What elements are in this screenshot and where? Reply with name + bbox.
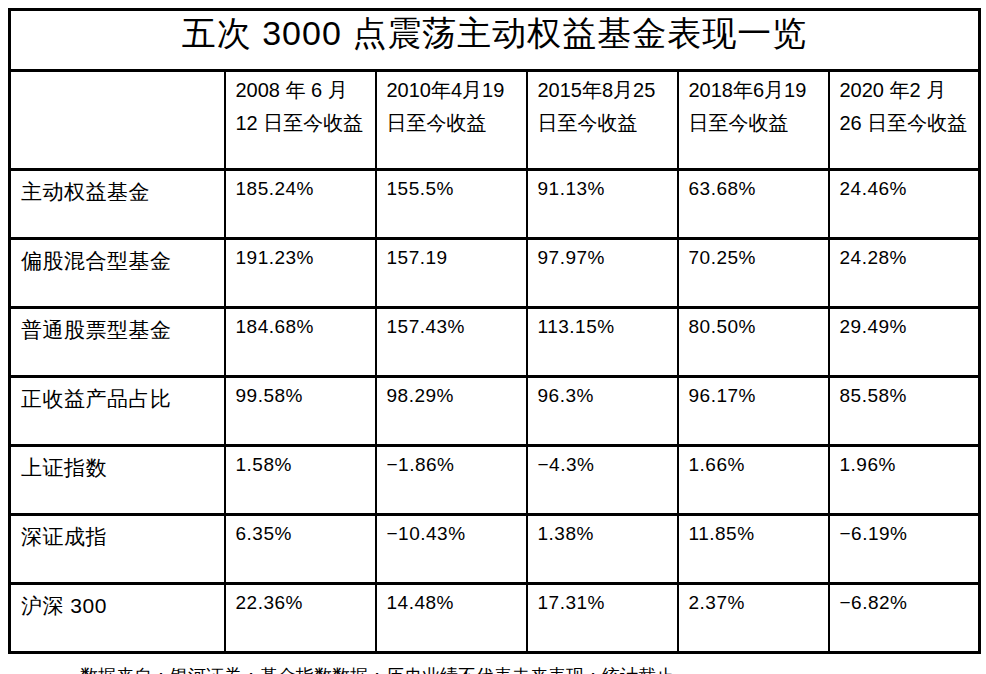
value-cell: 85.58% bbox=[829, 377, 980, 446]
table-row-active-equity: 主动权益基金 185.24% 155.5% 91.13% 63.68% 24.4… bbox=[10, 170, 980, 239]
value-cell: 1.58% bbox=[225, 446, 376, 515]
column-header-2018: 2018年6月19 日至今收益 bbox=[678, 71, 829, 170]
row-label: 偏股混合型基金 bbox=[10, 239, 225, 308]
value-cell: 17.31% bbox=[527, 584, 678, 653]
row-label: 上证指数 bbox=[10, 446, 225, 515]
row-label: 普通股票型基金 bbox=[10, 308, 225, 377]
fund-performance-table: 五次 3000 点震荡主动权益基金表现一览 2008 年 6 月 12 日至今收… bbox=[8, 8, 981, 654]
value-cell: 1.38% bbox=[527, 515, 678, 584]
column-header-2015: 2015年8月25 日至今收益 bbox=[527, 71, 678, 170]
value-cell: 1.96% bbox=[829, 446, 980, 515]
value-cell: 22.36% bbox=[225, 584, 376, 653]
value-cell: 6.35% bbox=[225, 515, 376, 584]
corner-cell bbox=[10, 71, 225, 170]
table-row-common-stock-fund: 普通股票型基金 184.68% 157.43% 113.15% 80.50% 2… bbox=[10, 308, 980, 377]
value-cell: 11.85% bbox=[678, 515, 829, 584]
table-title: 五次 3000 点震荡主动权益基金表现一览 bbox=[10, 10, 980, 71]
table-row-sse-index: 上证指数 1.58% −1.86% −4.3% 1.66% 1.96% bbox=[10, 446, 980, 515]
value-cell: 155.5% bbox=[376, 170, 527, 239]
row-label: 正收益产品占比 bbox=[10, 377, 225, 446]
value-cell: 63.68% bbox=[678, 170, 829, 239]
value-cell: 70.25% bbox=[678, 239, 829, 308]
source-caption: 数据来自：银河证券；基金指数数据；历史业绩不代表未来表现；统计截止 bbox=[80, 665, 960, 674]
value-cell: 185.24% bbox=[225, 170, 376, 239]
value-cell: 157.43% bbox=[376, 308, 527, 377]
row-label: 沪深 300 bbox=[10, 584, 225, 653]
value-cell: 191.23% bbox=[225, 239, 376, 308]
column-header-2010: 2010年4月19日至今收益 bbox=[376, 71, 527, 170]
row-label: 深证成指 bbox=[10, 515, 225, 584]
value-cell: −10.43% bbox=[376, 515, 527, 584]
value-cell: −1.86% bbox=[376, 446, 527, 515]
value-cell: −4.3% bbox=[527, 446, 678, 515]
value-cell: 24.46% bbox=[829, 170, 980, 239]
value-cell: 98.29% bbox=[376, 377, 527, 446]
value-cell: 14.48% bbox=[376, 584, 527, 653]
table-row-positive-return-ratio: 正收益产品占比 99.58% 98.29% 96.3% 96.17% 85.58… bbox=[10, 377, 980, 446]
title-row: 五次 3000 点震荡主动权益基金表现一览 bbox=[10, 10, 980, 71]
value-cell: 99.58% bbox=[225, 377, 376, 446]
table-row-szse-component-index: 深证成指 6.35% −10.43% 1.38% 11.85% −6.19% bbox=[10, 515, 980, 584]
value-cell: 184.68% bbox=[225, 308, 376, 377]
value-cell: 1.66% bbox=[678, 446, 829, 515]
table-row-equity-biased-hybrid: 偏股混合型基金 191.23% 157.19 97.97% 70.25% 24.… bbox=[10, 239, 980, 308]
value-cell: 2.37% bbox=[678, 584, 829, 653]
column-header-2020: 2020 年2 月 26 日至今收益 bbox=[829, 71, 980, 170]
value-cell: 96.3% bbox=[527, 377, 678, 446]
value-cell: 80.50% bbox=[678, 308, 829, 377]
value-cell: −6.19% bbox=[829, 515, 980, 584]
value-cell: 96.17% bbox=[678, 377, 829, 446]
row-label: 主动权益基金 bbox=[10, 170, 225, 239]
value-cell: 91.13% bbox=[527, 170, 678, 239]
value-cell: 97.97% bbox=[527, 239, 678, 308]
data-table: 五次 3000 点震荡主动权益基金表现一览 2008 年 6 月 12 日至今收… bbox=[8, 8, 981, 654]
header-row: 2008 年 6 月 12 日至今收益 2010年4月19日至今收益 2015年… bbox=[10, 71, 980, 170]
value-cell: 113.15% bbox=[527, 308, 678, 377]
column-header-2008: 2008 年 6 月 12 日至今收益 bbox=[225, 71, 376, 170]
value-cell: 24.28% bbox=[829, 239, 980, 308]
value-cell: 29.49% bbox=[829, 308, 980, 377]
value-cell: −6.82% bbox=[829, 584, 980, 653]
table-row-csi-300: 沪深 300 22.36% 14.48% 17.31% 2.37% −6.82% bbox=[10, 584, 980, 653]
value-cell: 157.19 bbox=[376, 239, 527, 308]
